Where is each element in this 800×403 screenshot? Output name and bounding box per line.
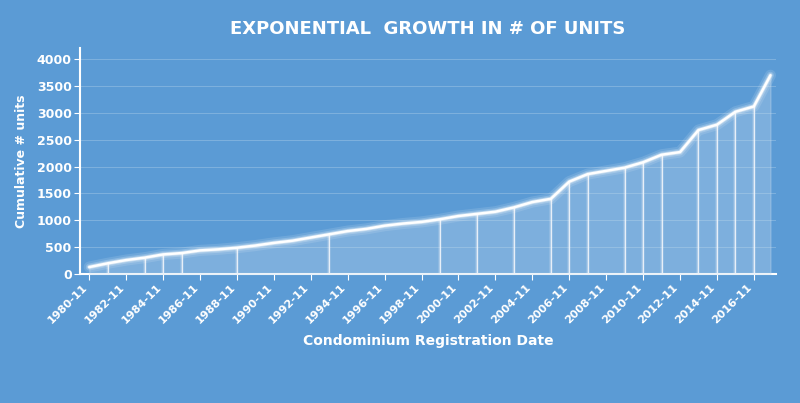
X-axis label: Condominium Registration Date: Condominium Registration Date: [302, 334, 554, 348]
Title: EXPONENTIAL  GROWTH IN # OF UNITS: EXPONENTIAL GROWTH IN # OF UNITS: [230, 21, 626, 38]
Y-axis label: Cumulative # units: Cumulative # units: [15, 94, 28, 228]
